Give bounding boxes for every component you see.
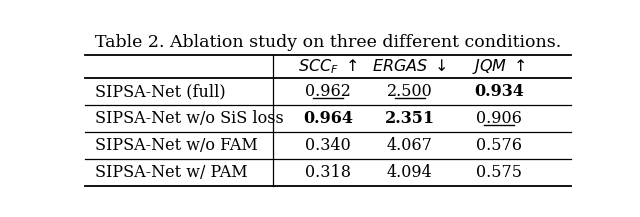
Text: 4.094: 4.094 [387, 164, 433, 181]
Text: 0.906: 0.906 [476, 110, 522, 127]
Text: SIPSA-Net w/o FAM: SIPSA-Net w/o FAM [95, 137, 258, 154]
Text: 0.575: 0.575 [476, 164, 522, 181]
Text: 0.962: 0.962 [305, 83, 351, 100]
Text: 0.934: 0.934 [474, 83, 524, 100]
Text: 0.576: 0.576 [476, 137, 522, 154]
Text: 2.500: 2.500 [387, 83, 433, 100]
Text: 0.964: 0.964 [303, 110, 353, 127]
Text: 2.351: 2.351 [385, 110, 435, 127]
Text: 4.067: 4.067 [387, 137, 433, 154]
Text: SIPSA-Net (full): SIPSA-Net (full) [95, 83, 225, 100]
Text: $SCC_F$ $\uparrow$: $SCC_F$ $\uparrow$ [298, 58, 358, 76]
Text: 0.318: 0.318 [305, 164, 351, 181]
Text: $ERGAS$ $\downarrow$: $ERGAS$ $\downarrow$ [372, 58, 447, 75]
Text: Table 2. Ablation study on three different conditions.: Table 2. Ablation study on three differe… [95, 34, 561, 51]
Text: 0.340: 0.340 [305, 137, 351, 154]
Text: $JQM$ $\uparrow$: $JQM$ $\uparrow$ [472, 57, 526, 76]
Text: SIPSA-Net w/o SiS loss: SIPSA-Net w/o SiS loss [95, 110, 284, 127]
Text: SIPSA-Net w/ PAM: SIPSA-Net w/ PAM [95, 164, 248, 181]
